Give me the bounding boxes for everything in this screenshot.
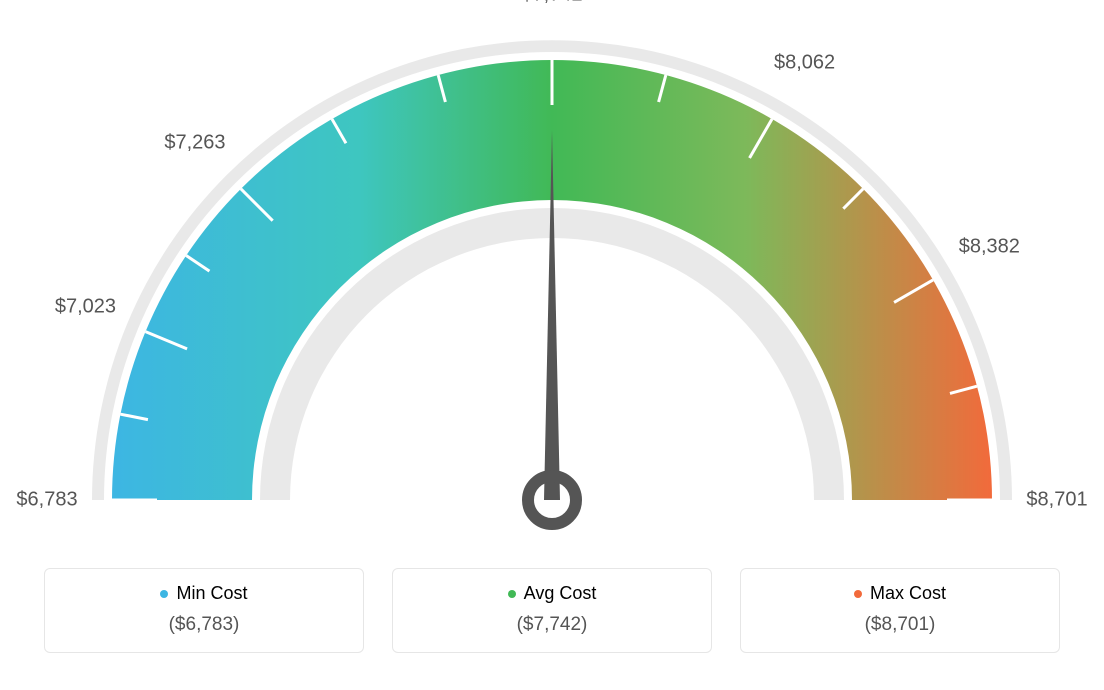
gauge-tick-label: $7,742 (521, 0, 582, 7)
legend-row: Min Cost ($6,783) Avg Cost ($7,742) Max … (0, 568, 1104, 653)
legend-title-min-label: Min Cost (176, 583, 247, 604)
gauge-tick-label: $8,062 (774, 51, 835, 74)
legend-card-min: Min Cost ($6,783) (44, 568, 364, 653)
legend-title-min: Min Cost (160, 583, 247, 604)
legend-value-avg: ($7,742) (393, 614, 711, 636)
legend-dot-min (160, 590, 168, 598)
gauge-tick-label: $8,382 (959, 236, 1020, 259)
gauge-container: $6,783 $7,023 $7,263 $7,742 $8,062 $8,382 $8,7… (0, 0, 1104, 560)
legend-card-max: Max Cost ($8,701) (740, 568, 1060, 653)
gauge-tick-label: $8,701 (1026, 489, 1087, 512)
gauge-tick-label: $7,023 (55, 295, 116, 318)
legend-dot-max (854, 590, 862, 598)
legend-card-avg: Avg Cost ($7,742) (392, 568, 712, 653)
legend-value-min: ($6,783) (45, 614, 363, 636)
legend-title-max-label: Max Cost (870, 583, 946, 604)
legend-value-max: ($8,701) (741, 614, 1059, 636)
gauge-chart (0, 0, 1104, 560)
legend-title-max: Max Cost (854, 583, 946, 604)
gauge-tick-label: $7,263 (164, 131, 225, 154)
legend-dot-avg (508, 590, 516, 598)
gauge-tick-label: $6,783 (16, 489, 77, 512)
legend-title-avg-label: Avg Cost (524, 583, 597, 604)
legend-title-avg: Avg Cost (508, 583, 597, 604)
